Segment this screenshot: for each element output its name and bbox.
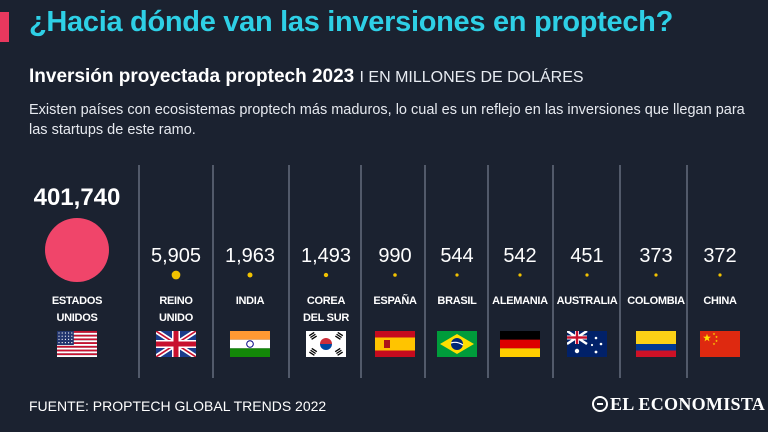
bubble-6 — [518, 273, 522, 277]
category-label-1-1: UNIDO — [159, 312, 194, 324]
bubble-1 — [171, 270, 181, 280]
subtitle-strong: Inversión proyectada proptech 2023 — [29, 66, 355, 87]
bubble-4 — [393, 273, 397, 277]
category-label-8-0: COLOMBIA — [627, 295, 685, 307]
bubble-3 — [323, 272, 329, 278]
value-label-5: 544 — [440, 245, 473, 267]
value-label-2: 1,963 — [225, 245, 275, 267]
brazil-flag-icon — [437, 331, 477, 357]
bubble-8 — [654, 273, 658, 277]
colombia-flag-icon — [636, 331, 676, 357]
chart-description: Existen países con ecosistemas proptech … — [29, 102, 745, 138]
category-label-4-0: ESPAÑA — [373, 294, 417, 307]
category-label-9-0: CHINA — [703, 295, 737, 307]
value-label-8: 373 — [639, 245, 672, 267]
value-label-3: 1,493 — [301, 245, 351, 267]
uk-flag-icon — [156, 331, 196, 357]
category-label-3-1: DEL SUR — [303, 312, 349, 324]
accent-bar — [0, 12, 9, 42]
value-label-9: 372 — [703, 245, 736, 267]
chart-subtitle: Inversión proyectada proptech 2023 I EN … — [29, 66, 584, 88]
bubble-5 — [455, 273, 459, 277]
category-label-7-0: AUSTRALIA — [557, 295, 618, 307]
bubble-7 — [585, 273, 589, 277]
value-label-7: 451 — [570, 245, 603, 267]
value-label-4: 990 — [378, 245, 411, 267]
us-flag-icon — [57, 331, 97, 357]
category-label-0-0: ESTADOS — [52, 295, 102, 307]
brand-logo: EL ECONOMISTA — [592, 394, 765, 415]
value-label-0: 401,740 — [34, 184, 121, 211]
category-label-3-0: COREA — [307, 295, 346, 307]
category-label-5-0: BRASIL — [437, 295, 477, 307]
bubble-0 — [45, 218, 109, 282]
australia-flag-icon — [567, 331, 607, 357]
bubble-2 — [247, 272, 253, 278]
china-flag-icon — [700, 331, 740, 357]
bubble-9 — [718, 273, 722, 277]
value-label-6: 542 — [503, 245, 536, 267]
category-label-1-0: REINO — [159, 295, 193, 307]
category-label-6-0: ALEMANIA — [492, 295, 548, 307]
category-label-0-1: UNIDOS — [57, 312, 98, 324]
value-label-1: 5,905 — [151, 245, 201, 267]
logo-text: EL ECONOMISTA — [610, 394, 766, 414]
source-note: FUENTE: PROPTECH GLOBAL TRENDS 2022 — [29, 398, 327, 414]
spain-flag-icon — [375, 331, 415, 357]
subtitle-unit: I EN MILLONES DE DOLÁRES — [359, 69, 584, 86]
logo-icon — [592, 396, 608, 412]
germany-flag-icon — [500, 331, 540, 357]
page-title: ¿Hacia dónde van las inversiones en prop… — [29, 6, 674, 38]
india-flag-icon — [230, 331, 270, 357]
korea-flag-icon — [306, 331, 346, 357]
category-label-2-0: INDIA — [236, 295, 265, 307]
